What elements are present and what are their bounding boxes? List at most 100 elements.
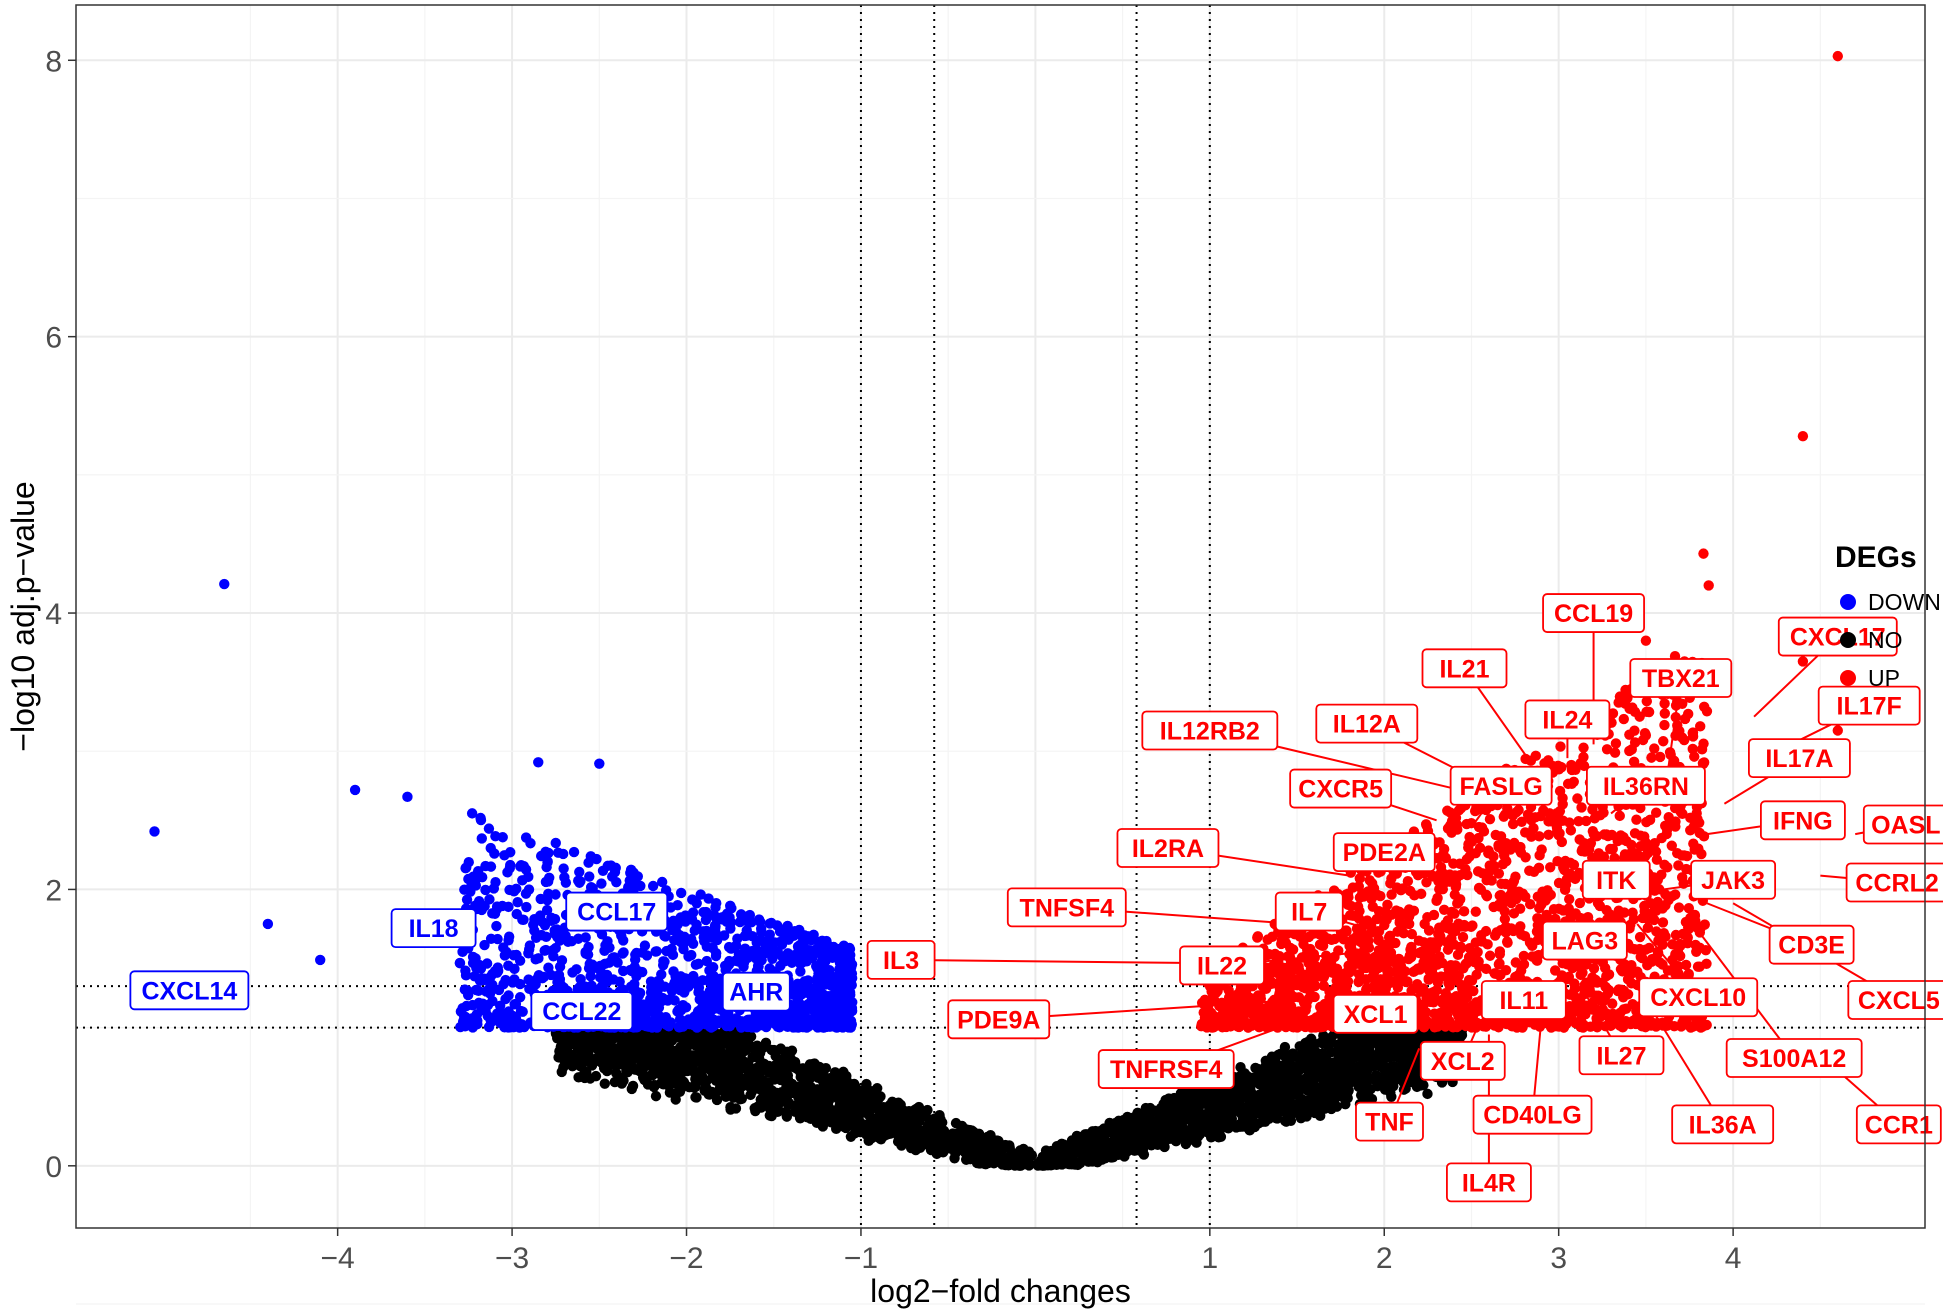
- no-point: [576, 1061, 587, 1072]
- down-point: [652, 1009, 663, 1021]
- no-point: [716, 1036, 727, 1047]
- no-point: [1337, 1047, 1348, 1059]
- down-point: [830, 1022, 842, 1033]
- no-point: [1266, 1051, 1278, 1062]
- no-point: [650, 1090, 662, 1102]
- no-point: [663, 1068, 674, 1079]
- down-point: [629, 978, 640, 990]
- no-point: [1178, 1124, 1190, 1135]
- down-point: [457, 946, 468, 958]
- down-point: [514, 978, 526, 990]
- no-point: [703, 1089, 714, 1100]
- no-point: [1422, 1088, 1433, 1100]
- no-point: [1216, 1093, 1227, 1105]
- down-point: [471, 1009, 483, 1020]
- no-point: [1320, 1088, 1331, 1100]
- no-point: [926, 1116, 937, 1127]
- down-point: [798, 1020, 809, 1031]
- down-point: [591, 853, 602, 865]
- down-point: [732, 933, 743, 944]
- down-point: [541, 904, 553, 916]
- no-point: [1076, 1144, 1088, 1155]
- no-point: [782, 1074, 794, 1085]
- down-point: [668, 966, 679, 977]
- down-point: [466, 808, 478, 819]
- no-point: [1386, 1091, 1397, 1102]
- down-point: [596, 878, 607, 889]
- up-point: [1614, 810, 1625, 822]
- no-point: [1089, 1131, 1100, 1143]
- no-point: [558, 1062, 569, 1073]
- down-point: [517, 875, 528, 886]
- no-point: [1249, 1121, 1260, 1133]
- down-point: [557, 848, 569, 860]
- down-point: [476, 904, 487, 916]
- no-point: [700, 1043, 711, 1054]
- no-point: [1260, 1100, 1272, 1111]
- no-point: [1015, 1160, 1026, 1171]
- down-point: [515, 861, 526, 872]
- down-point: [542, 876, 554, 887]
- no-point: [1323, 1061, 1335, 1072]
- down-point: [670, 926, 682, 937]
- down-point: [489, 848, 500, 859]
- down-point: [491, 920, 502, 932]
- down-point: [499, 850, 510, 861]
- no-point: [648, 1081, 660, 1093]
- no-point: [894, 1104, 905, 1115]
- down-point: [508, 1021, 519, 1033]
- down-point: [695, 989, 706, 1000]
- down-point: [706, 1018, 717, 1029]
- no-point: [1351, 1075, 1362, 1087]
- down-point: [617, 935, 629, 946]
- no-point: [906, 1140, 917, 1151]
- no-point: [881, 1103, 892, 1114]
- no-point: [1295, 1078, 1306, 1089]
- down-point: [641, 950, 653, 961]
- down-point: [503, 990, 514, 1001]
- no-point: [1163, 1093, 1175, 1104]
- no-point: [745, 1079, 756, 1091]
- no-point: [657, 1079, 669, 1090]
- down-point: [741, 930, 752, 941]
- no-point: [1036, 1158, 1047, 1170]
- no-point: [678, 1041, 689, 1052]
- down-point: [795, 966, 806, 977]
- down-point: [723, 941, 735, 953]
- down-point: [566, 935, 577, 947]
- down-point: [686, 949, 697, 961]
- no-point: [1224, 1113, 1235, 1125]
- no-point: [1333, 1069, 1344, 1080]
- down-point: [680, 910, 691, 921]
- no-point: [875, 1091, 886, 1102]
- down-point: [542, 857, 553, 868]
- down-point: [517, 1006, 528, 1017]
- no-point: [1285, 1115, 1297, 1126]
- down-point: [718, 930, 730, 941]
- down-point: [495, 1014, 507, 1026]
- down-point: [669, 995, 680, 1006]
- up-point: [1610, 738, 1622, 749]
- down-point: [701, 955, 712, 967]
- no-point: [714, 1063, 725, 1074]
- no-point: [840, 1072, 852, 1083]
- no-point: [1306, 1100, 1318, 1111]
- down-point: [736, 912, 748, 924]
- down-point: [810, 1019, 821, 1030]
- down-point: [457, 1002, 468, 1014]
- down-point: [651, 1022, 663, 1033]
- down-point: [511, 883, 522, 895]
- down-point: [659, 956, 670, 967]
- no-point: [1223, 1123, 1234, 1134]
- down-point: [554, 961, 566, 972]
- no-point: [840, 1122, 852, 1134]
- data-points: [149, 50, 1843, 1171]
- down-point: [618, 947, 629, 958]
- down-point: [683, 981, 694, 993]
- down-point: [536, 929, 547, 941]
- no-point: [843, 1083, 854, 1094]
- no-point: [744, 1064, 755, 1076]
- down-point: [596, 960, 607, 971]
- down-point: [605, 860, 617, 871]
- down-point: [483, 983, 495, 995]
